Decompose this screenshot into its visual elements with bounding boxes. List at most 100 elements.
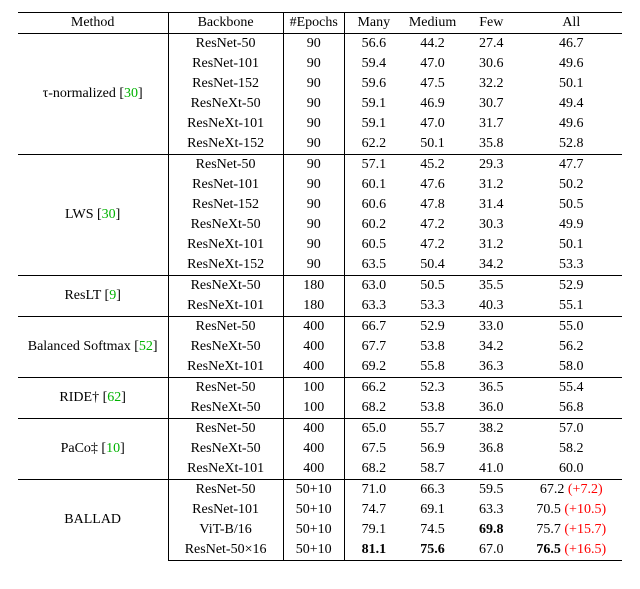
delta-value: (+16.5) <box>564 542 606 557</box>
few-cell: 31.4 <box>462 195 520 215</box>
few-cell: 31.7 <box>462 114 520 134</box>
many-cell: 68.2 <box>344 398 403 419</box>
many-cell: 62.2 <box>344 134 403 155</box>
epochs-cell: 90 <box>283 54 344 74</box>
backbone-cell: ResNet-50 <box>168 155 283 176</box>
backbone-cell: ResNeXt-101 <box>168 357 283 378</box>
all-cell: 75.7 (+15.7) <box>520 520 622 540</box>
many-cell: 56.6 <box>344 34 403 55</box>
epochs-cell: 100 <box>283 378 344 399</box>
backbone-cell: ResNeXt-152 <box>168 255 283 276</box>
table-row: BALLADResNet-5050+1071.066.359.567.2 (+7… <box>18 480 623 501</box>
many-cell: 68.2 <box>344 459 403 480</box>
many-cell: 63.5 <box>344 255 403 276</box>
many-cell: 74.7 <box>344 500 403 520</box>
backbone-cell: ResNet-152 <box>168 74 283 94</box>
medium-cell: 58.7 <box>403 459 462 480</box>
epochs-cell: 180 <box>283 296 344 317</box>
table-row: Balanced Softmax [52]ResNet-5040066.752.… <box>18 317 623 338</box>
epochs-cell: 100 <box>283 398 344 419</box>
medium-cell: 50.1 <box>403 134 462 155</box>
many-cell: 66.2 <box>344 378 403 399</box>
backbone-cell: ResNet-101 <box>168 500 283 520</box>
many-cell: 65.0 <box>344 419 403 440</box>
backbone-cell: ResNet-101 <box>168 175 283 195</box>
backbone-cell: ResNeXt-50 <box>168 337 283 357</box>
all-cell: 56.8 <box>520 398 622 419</box>
few-cell: 59.5 <box>462 480 520 501</box>
many-cell: 59.6 <box>344 74 403 94</box>
medium-cell: 53.3 <box>403 296 462 317</box>
many-cell: 63.3 <box>344 296 403 317</box>
all-cell: 53.3 <box>520 255 622 276</box>
backbone-cell: ResNet-50 <box>168 34 283 55</box>
backbone-cell: ViT-B/16 <box>168 520 283 540</box>
few-cell: 38.2 <box>462 419 520 440</box>
few-cell: 41.0 <box>462 459 520 480</box>
all-cell: 52.8 <box>520 134 622 155</box>
all-cell: 57.0 <box>520 419 622 440</box>
many-cell: 59.1 <box>344 94 403 114</box>
backbone-cell: ResNeXt-50 <box>168 215 283 235</box>
epochs-cell: 50+10 <box>283 500 344 520</box>
backbone-cell: ResNet-50 <box>168 419 283 440</box>
many-cell: 81.1 <box>344 540 403 561</box>
epochs-cell: 180 <box>283 276 344 297</box>
epochs-cell: 400 <box>283 439 344 459</box>
all-cell: 67.2 (+7.2) <box>520 480 622 501</box>
all-cell: 70.5 (+10.5) <box>520 500 622 520</box>
epochs-cell: 90 <box>283 74 344 94</box>
table-row: τ-normalized [30]ResNet-509056.644.227.4… <box>18 34 623 55</box>
all-cell: 55.4 <box>520 378 622 399</box>
few-cell: 29.3 <box>462 155 520 176</box>
many-cell: 79.1 <box>344 520 403 540</box>
all-cell: 76.5 (+16.5) <box>520 540 622 561</box>
delta-value: (+10.5) <box>564 502 606 517</box>
results-table: Method Backbone #Epochs Many Medium Few … <box>18 12 623 561</box>
epochs-cell: 400 <box>283 357 344 378</box>
method-cell: Balanced Softmax [52] <box>18 317 168 378</box>
epochs-cell: 90 <box>283 235 344 255</box>
epochs-cell: 400 <box>283 459 344 480</box>
method-cell: τ-normalized [30] <box>18 34 168 155</box>
medium-cell: 47.0 <box>403 54 462 74</box>
all-cell: 58.2 <box>520 439 622 459</box>
medium-cell: 55.8 <box>403 357 462 378</box>
all-cell: 49.4 <box>520 94 622 114</box>
medium-cell: 52.3 <box>403 378 462 399</box>
col-backbone: Backbone <box>168 13 283 34</box>
col-method: Method <box>18 13 168 34</box>
epochs-cell: 90 <box>283 94 344 114</box>
col-medium: Medium <box>403 13 462 34</box>
few-cell: 36.8 <box>462 439 520 459</box>
epochs-cell: 90 <box>283 155 344 176</box>
many-cell: 69.2 <box>344 357 403 378</box>
backbone-cell: ResNeXt-50 <box>168 398 283 419</box>
backbone-cell: ResNeXt-101 <box>168 296 283 317</box>
medium-cell: 47.0 <box>403 114 462 134</box>
few-cell: 40.3 <box>462 296 520 317</box>
few-cell: 27.4 <box>462 34 520 55</box>
backbone-cell: ResNeXt-101 <box>168 114 283 134</box>
few-cell: 36.3 <box>462 357 520 378</box>
medium-cell: 53.8 <box>403 337 462 357</box>
all-cell: 50.1 <box>520 74 622 94</box>
epochs-cell: 90 <box>283 255 344 276</box>
delta-value: (+15.7) <box>564 522 606 537</box>
few-cell: 30.3 <box>462 215 520 235</box>
medium-cell: 52.9 <box>403 317 462 338</box>
backbone-cell: ResNet-101 <box>168 54 283 74</box>
few-cell: 34.2 <box>462 255 520 276</box>
col-few: Few <box>462 13 520 34</box>
delta-value: (+7.2) <box>568 482 603 497</box>
epochs-cell: 90 <box>283 134 344 155</box>
all-cell: 50.5 <box>520 195 622 215</box>
many-cell: 59.4 <box>344 54 403 74</box>
many-cell: 59.1 <box>344 114 403 134</box>
epochs-cell: 90 <box>283 114 344 134</box>
few-cell: 35.5 <box>462 276 520 297</box>
many-cell: 60.2 <box>344 215 403 235</box>
backbone-cell: ResNeXt-101 <box>168 459 283 480</box>
few-cell: 34.2 <box>462 337 520 357</box>
few-cell: 31.2 <box>462 235 520 255</box>
